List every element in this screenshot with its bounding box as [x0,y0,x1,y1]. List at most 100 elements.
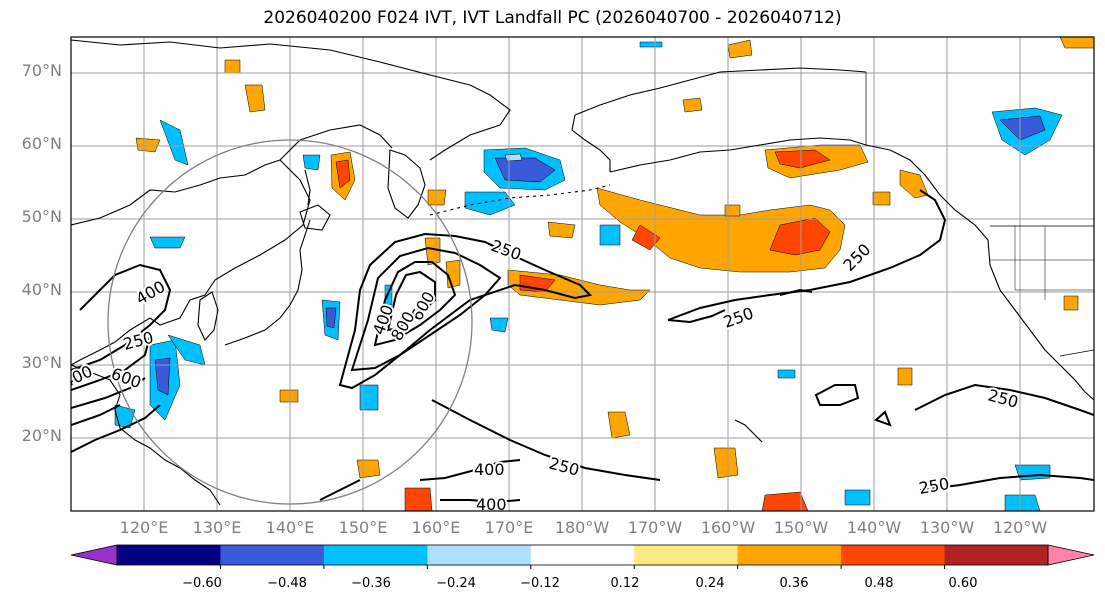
negative-anomaly-region [639,41,663,48]
border-us-mexico [1059,349,1094,357]
negative-anomaly-region [114,404,136,429]
positive-anomaly-region [1059,37,1094,49]
contour-250-central-pacific [667,189,947,321]
positive-anomaly-region [427,189,447,206]
colorbar-tick-label: 0.48 [864,576,894,591]
lon-label: 170°E [484,518,534,537]
colorbar-tick-marks [219,565,946,569]
contour-600-west [71,377,146,409]
positive-anomaly-region [682,97,703,113]
colorbar-bin [944,545,1049,565]
colorbar-tick-label: −0.60 [182,576,222,591]
colorbar-bin [117,545,221,565]
contour-400-west-low [71,404,121,426]
negative-anomaly-region [359,384,379,411]
colorbar-bin [634,545,739,565]
contour-600 [373,261,457,347]
contour-label: 400 [476,495,507,514]
colorbar-tick-label: −0.48 [267,576,307,591]
contour-250-hawaii [814,384,860,406]
colorbar-bin [530,545,635,565]
positive-anomaly-region [724,204,741,217]
lon-label: 150°E [338,518,388,537]
colorbar-tick-label: 0.24 [695,576,725,591]
positive-anomaly-region [631,224,661,251]
coastline-alaska [574,67,867,116]
coastline-hawaii [734,419,763,443]
coastline-okhotsk [279,124,393,161]
lon-label: 120°E [119,518,169,537]
positive-anomaly-region [761,491,809,511]
coastline-siberia-north [71,39,511,161]
colorbar-tick-label: 0.12 [610,576,640,591]
lon-label: 140°W [846,518,902,537]
positive-anomaly-region [727,39,753,59]
lat-label: 70°N [21,61,62,80]
colorbar-bin [427,545,532,565]
positive-anomaly-region [897,367,913,386]
colorbar-tick-label: −0.24 [436,576,476,591]
lon-label: 170°W [627,518,683,537]
colorbar-tick-label: 0.60 [948,576,978,591]
landfall-radius-circle [107,139,473,505]
lon-label: 120°W [992,518,1048,537]
colorbar-bin [220,545,325,565]
contour-250-closed-small [667,309,726,324]
contour-400-south [419,459,521,481]
coastlines [71,39,1094,506]
positive-anomaly-region [713,447,739,479]
lon-label: 160°E [411,518,461,537]
lon-label: 130°W [919,518,975,537]
negative-anomaly-region [844,489,871,506]
colorbar-tick-label: 0.36 [779,576,809,591]
coastline-korea [197,291,219,341]
contour-400-south-low [440,499,521,504]
ivt-pc-shading [114,37,1094,511]
negative-anomaly-region [494,157,556,183]
coastline-sakhalin [304,169,311,206]
lat-label: 60°N [21,134,62,153]
lat-label: 20°N [21,426,62,445]
lat-label: 50°N [21,207,62,226]
negative-anomaly-region [325,307,337,329]
coastline-japan [224,219,311,346]
positive-anomaly-region [404,487,433,511]
map-frame [70,36,1095,512]
ivt-contours [71,189,1094,504]
positive-anomaly-region [224,59,241,74]
positive-anomaly-region [607,411,631,439]
negative-anomaly-region [489,317,509,333]
coastline-asia [71,159,311,366]
positive-anomaly-region [547,221,576,239]
contour-250-pacific [779,288,813,296]
negative-anomaly-region [999,115,1046,141]
negative-anomaly-region [159,119,189,166]
negative-anomaly-region [302,154,321,171]
colorbar-bin [323,545,428,565]
lat-label: 30°N [21,353,62,372]
contour-250-hawaii-2 [874,410,892,427]
colorbar-extend-right [1047,544,1095,566]
map-title: 2026040200 F024 IVT, IVT Landfall PC (20… [263,8,842,28]
map-area: 250 250 250 250 250 250 250 400 400 600 … [71,37,1094,514]
positive-anomaly-region [774,149,831,169]
negative-anomaly-region [777,369,796,379]
coastline-north-america [865,144,1094,401]
coastline-hokkaido [299,204,331,231]
lon-label: 160°W [700,518,756,537]
lon-label: 150°W [773,518,829,537]
negative-anomaly-region [1004,494,1041,511]
positive-anomaly-region [769,217,831,256]
lon-label: 180°W [554,518,610,537]
border-states [990,226,1094,300]
contour-250-west-pacific [338,232,593,390]
positive-anomaly-region [279,389,299,403]
colorbar-extend-left [70,544,118,566]
colorbar-bin [737,545,842,565]
lon-label: 140°E [265,518,315,537]
coastline-alaska-south [609,137,867,173]
contour-400-west [71,334,151,391]
negative-anomaly-region [504,153,523,162]
contour-250-east-lower [919,473,1094,491]
